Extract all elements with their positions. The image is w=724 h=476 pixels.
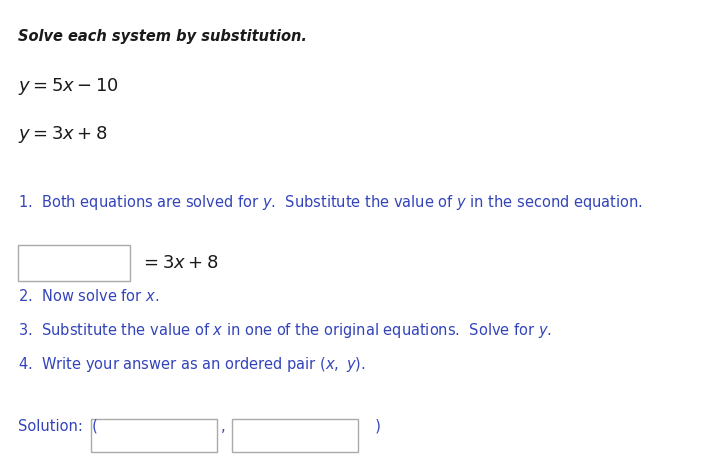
Text: 4.  Write your answer as an ordered pair $(x,\ y)$.: 4. Write your answer as an ordered pair … [18,355,366,374]
Text: 3.  Substitute the value of $x$ in one of the original equations.  Solve for $y$: 3. Substitute the value of $x$ in one of… [18,321,552,340]
Text: ): ) [366,419,381,434]
Text: Solve each system by substitution.: Solve each system by substitution. [18,29,307,44]
FancyBboxPatch shape [232,419,358,452]
Text: ,: , [221,419,225,434]
Text: $= 3x + 8$: $= 3x + 8$ [140,254,218,272]
FancyBboxPatch shape [18,245,130,281]
Text: Solution:  (: Solution: ( [18,419,98,434]
Text: 1.  Both equations are solved for $y$.  Substitute the value of $y$ in the secon: 1. Both equations are solved for $y$. Su… [18,193,643,212]
Text: $y = 3x + 8$: $y = 3x + 8$ [18,124,108,145]
Text: $y = 5x - 10$: $y = 5x - 10$ [18,76,119,97]
Text: 2.  Now solve for $x$.: 2. Now solve for $x$. [18,288,159,304]
FancyBboxPatch shape [90,419,217,452]
